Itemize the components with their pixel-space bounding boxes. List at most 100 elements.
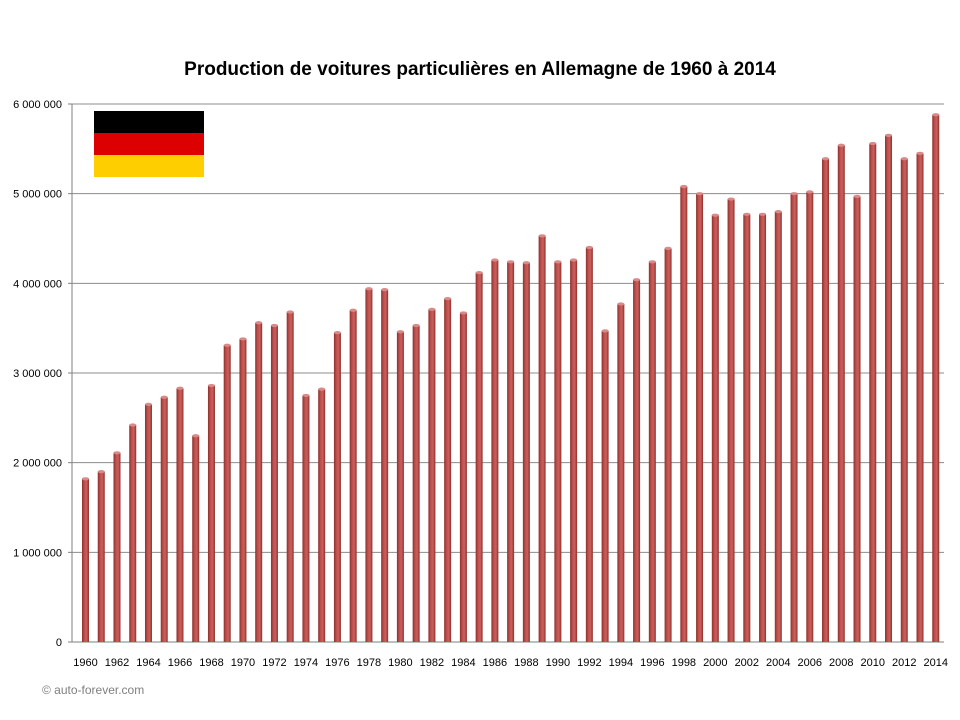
bar-body [286, 312, 294, 642]
bar [680, 184, 688, 642]
credit-text: © auto-forever.com [42, 683, 144, 697]
bar [538, 234, 546, 642]
bar-cap [900, 157, 908, 161]
x-tick-label: 2002 [735, 657, 759, 669]
bar-cap [585, 245, 593, 250]
bar-body [459, 312, 467, 642]
bar-body [759, 214, 767, 643]
bar [223, 343, 231, 642]
bar-cap [507, 260, 515, 264]
bar-cap [790, 192, 798, 196]
bar [916, 151, 924, 643]
bar-cap [696, 192, 704, 196]
bar-body [822, 158, 830, 643]
bar-cap [428, 307, 436, 311]
flag-stripe-gold [94, 155, 204, 177]
bar-cap [223, 343, 231, 347]
x-tick-label: 1994 [609, 657, 633, 669]
x-tick-label: 1976 [325, 657, 349, 669]
bar-cap [617, 302, 625, 306]
bar-cap [633, 278, 641, 282]
bar-cap [129, 423, 137, 427]
bar [82, 477, 89, 642]
bar [113, 451, 121, 642]
x-tick-label: 2006 [798, 657, 822, 669]
bar-body [522, 262, 530, 642]
y-tick-label: 3 000 000 [13, 368, 62, 380]
bar-body [853, 196, 861, 642]
bar [270, 323, 278, 642]
bar-body [680, 186, 688, 642]
bar-cap [381, 288, 389, 292]
bar-cap [916, 151, 924, 155]
bar [774, 210, 782, 642]
chart-title: Production de voitures particulières en … [184, 59, 776, 80]
bar-cap [160, 395, 168, 399]
bar [837, 143, 845, 642]
bar [192, 434, 200, 642]
bar-body [585, 247, 593, 642]
bar-body [239, 338, 247, 642]
bar-cap [853, 194, 861, 198]
bar-body [790, 193, 798, 642]
german-flag [94, 111, 204, 177]
bar-body [900, 158, 908, 643]
bar-cap [822, 157, 830, 161]
x-tick-label: 1982 [420, 657, 444, 669]
bar-body [144, 404, 152, 642]
bar-cap [570, 258, 578, 262]
bar-body [475, 272, 483, 642]
bar-cap [759, 212, 767, 216]
x-tick-label: 2010 [861, 657, 885, 669]
bar [396, 330, 404, 642]
y-tick-label: 5 000 000 [13, 189, 62, 201]
bar-cap [869, 141, 877, 146]
bar [444, 296, 452, 642]
x-tick-label: 1990 [546, 657, 570, 669]
bar [822, 157, 830, 643]
bar-body [302, 395, 310, 642]
bar [601, 329, 609, 642]
bar [207, 383, 215, 642]
bar-body [885, 135, 893, 642]
bar [664, 246, 672, 642]
y-tick-label: 6 000 000 [13, 99, 62, 111]
bar [507, 260, 515, 642]
bar [428, 307, 436, 642]
y-tick-label: 2 000 000 [13, 458, 62, 470]
x-tick-label: 1984 [451, 657, 475, 669]
bar-body [664, 248, 672, 642]
bar-body [806, 191, 814, 642]
bar-cap [932, 113, 940, 117]
bar-cap [286, 310, 294, 314]
x-tick-label: 1972 [262, 657, 286, 669]
bar-body [223, 345, 231, 642]
x-tick-label: 1988 [514, 657, 538, 669]
bar-cap [491, 258, 499, 262]
bar [617, 302, 625, 642]
bar-body [491, 260, 499, 642]
x-tick-label: 2014 [924, 657, 948, 669]
bar [97, 470, 105, 642]
bar-cap [97, 470, 105, 474]
bar-body [82, 478, 89, 642]
bar-body [129, 425, 137, 642]
x-tick-label: 1998 [672, 657, 696, 669]
bar [885, 133, 893, 642]
bar-body [601, 330, 609, 642]
bar-cap [538, 234, 546, 238]
flag-stripe-black [94, 111, 204, 133]
bar-cap [601, 329, 609, 333]
bar-body [633, 279, 641, 642]
bar-cap [333, 331, 341, 335]
bar [869, 141, 877, 642]
bar [459, 311, 467, 642]
bar-body [412, 325, 420, 642]
x-axis-ticks: 1960 1962 1964 1966 1968 1970 1972 1974 1976 1978… [73, 657, 948, 669]
bar-body [113, 452, 121, 642]
bar-cap [192, 434, 200, 438]
bar [900, 157, 908, 643]
flag-stripe-red [94, 133, 204, 155]
bar [853, 194, 861, 642]
x-tick-label: 2000 [703, 657, 727, 669]
